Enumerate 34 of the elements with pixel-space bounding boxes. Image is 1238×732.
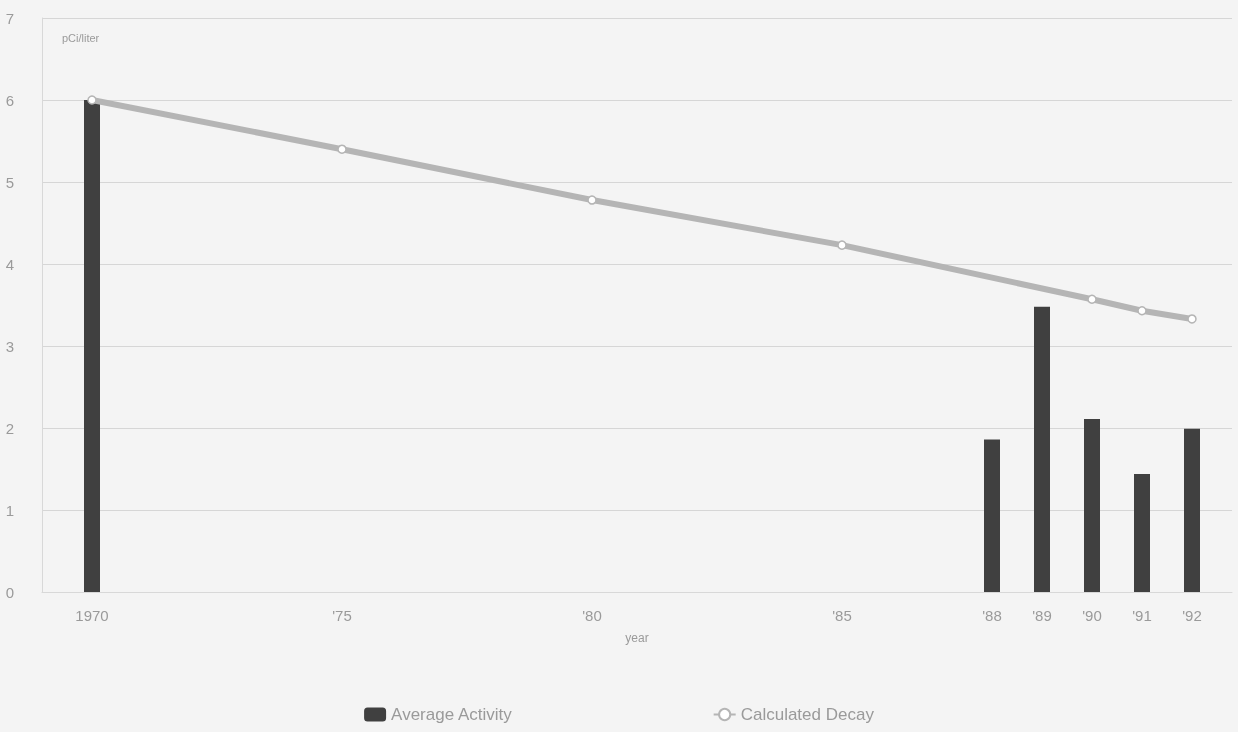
point <box>87 95 97 105</box>
x-tick-label: '75 <box>332 607 352 624</box>
bar <box>1034 306 1050 592</box>
bar <box>1134 473 1150 592</box>
y-tick-label: 4 <box>5 255 14 273</box>
y-tick-label: 3 <box>5 337 14 355</box>
bar <box>84 100 100 592</box>
point <box>1187 314 1197 324</box>
y-tick-label: 6 <box>5 91 14 109</box>
bar <box>1084 418 1100 592</box>
legend-label: Average Activity <box>391 705 513 724</box>
point <box>587 195 597 205</box>
x-tick-label: '85 <box>832 607 852 624</box>
point <box>1087 294 1097 305</box>
x-axis-title: year <box>625 631 649 645</box>
point <box>837 240 847 250</box>
x-tick-label: '80 <box>582 607 602 624</box>
x-tick-label: '92 <box>1182 607 1202 624</box>
y-tick-label: 1 <box>5 501 14 519</box>
x-tick-label: '90 <box>1082 607 1102 624</box>
x-tick-label: 1970 <box>75 607 109 624</box>
y-tick-label: 7 <box>5 9 14 27</box>
legend-label: Calculated Decay <box>740 705 875 724</box>
x-tick-label: '89 <box>1032 607 1052 624</box>
bar <box>984 439 1000 592</box>
y-tick-label: 5 <box>5 173 14 191</box>
y-axis-title: pCi/liter <box>62 31 100 44</box>
bar <box>1184 428 1200 592</box>
x-tick-label: '88 <box>982 607 1002 624</box>
x-tick-label: '91 <box>1132 607 1152 624</box>
y-tick-label: 0 <box>5 583 14 601</box>
point <box>337 144 347 154</box>
point <box>1137 305 1147 316</box>
y-tick-label: 2 <box>5 419 14 437</box>
